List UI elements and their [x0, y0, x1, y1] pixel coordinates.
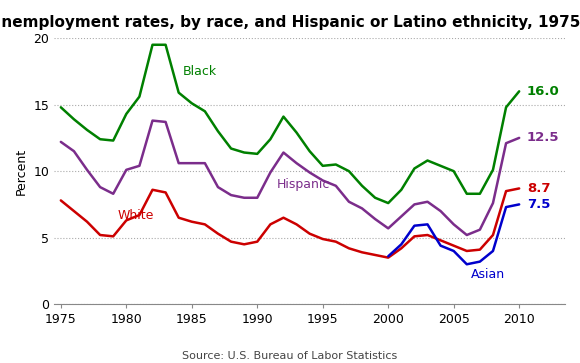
- Text: 12.5: 12.5: [527, 131, 560, 144]
- Text: Black: Black: [183, 65, 217, 78]
- Text: Asian: Asian: [471, 268, 505, 281]
- Text: Source: U.S. Bureau of Labor Statistics: Source: U.S. Bureau of Labor Statistics: [182, 351, 398, 362]
- Title: Unemployment rates, by race, and Hispanic or Latino ethnicity, 1975–2010: Unemployment rates, by race, and Hispani…: [0, 15, 580, 30]
- Y-axis label: Percent: Percent: [15, 148, 28, 195]
- Text: Hispanic: Hispanic: [277, 178, 330, 191]
- Text: 8.7: 8.7: [527, 182, 550, 195]
- Text: White: White: [117, 209, 154, 221]
- Text: 7.5: 7.5: [527, 198, 550, 211]
- Text: 16.0: 16.0: [527, 85, 560, 98]
